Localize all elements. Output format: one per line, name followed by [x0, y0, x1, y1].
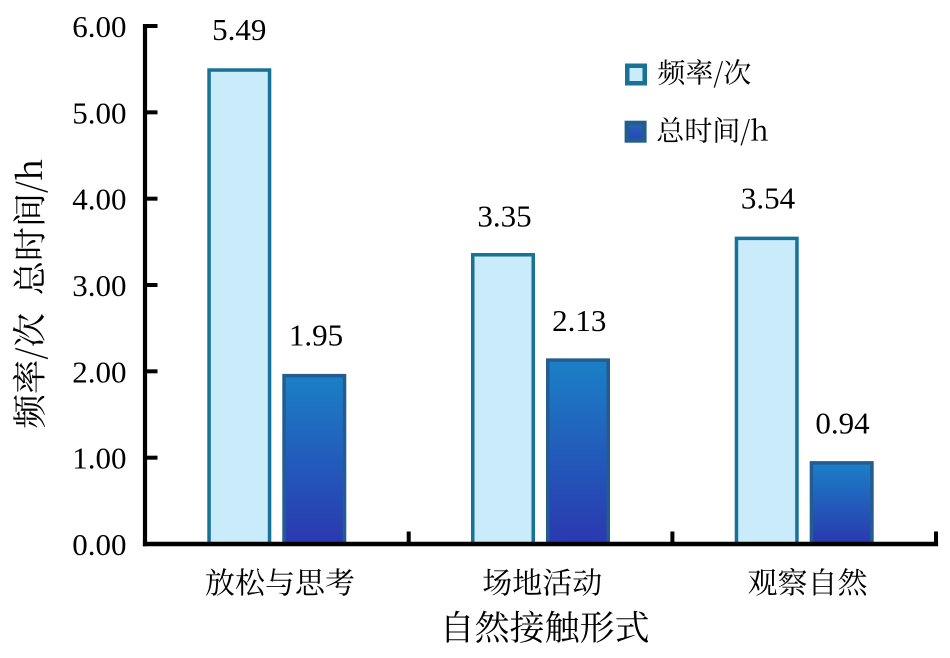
svg-text:6.00: 6.00: [72, 9, 126, 44]
svg-text:0.94: 0.94: [815, 406, 870, 441]
svg-text:5.00: 5.00: [72, 95, 126, 130]
svg-text:1.95: 1.95: [289, 318, 343, 353]
svg-text:5.49: 5.49: [212, 12, 266, 47]
svg-text:0.00: 0.00: [72, 527, 126, 562]
svg-text:1.00: 1.00: [72, 441, 126, 476]
svg-text:3.54: 3.54: [741, 181, 796, 216]
svg-text:3.00: 3.00: [72, 268, 126, 303]
svg-text:3.35: 3.35: [477, 199, 531, 234]
svg-text:2.13: 2.13: [552, 303, 606, 338]
svg-text:4.00: 4.00: [72, 182, 126, 217]
svg-text:2.00: 2.00: [72, 354, 126, 389]
